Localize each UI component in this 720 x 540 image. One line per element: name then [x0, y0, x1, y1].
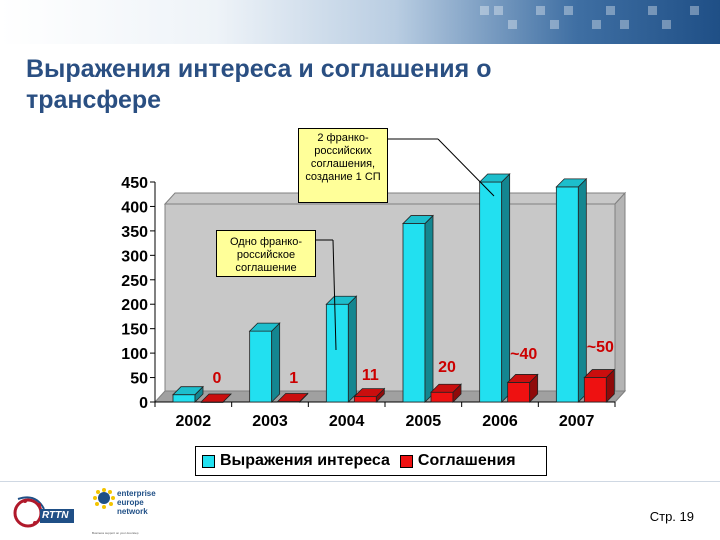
x-tick-label: 2003 [252, 413, 288, 430]
y-tick-label: 300 [121, 248, 148, 265]
bar-agreements [506, 373, 539, 403]
data-label-agreements: 20 [438, 359, 456, 376]
y-tick-label: 350 [121, 224, 148, 241]
callout-middle-leader [332, 239, 337, 351]
rttn-logo: RTTN [10, 487, 78, 535]
callout-top-leader [437, 138, 495, 197]
een-logo-line3: network [117, 507, 148, 516]
callout-top: 2 франко-российских соглашения, создание… [298, 128, 388, 203]
x-tick-label: 2004 [329, 413, 365, 430]
een-logo: enterprise europe network Business suppo… [92, 486, 158, 538]
page-number: Стр. 19 [649, 509, 694, 524]
header-band [0, 0, 720, 44]
een-logo-line1: enterprise [117, 489, 156, 498]
y-tick-label: 100 [121, 346, 148, 363]
y-tick-label: 50 [130, 371, 148, 388]
data-label-agreements: 0 [213, 370, 222, 387]
bar-interest [555, 177, 588, 403]
een-logo-line2: europe [117, 498, 144, 507]
bar-agreements [200, 393, 232, 403]
bar-agreements [583, 368, 616, 403]
een-logo-tagline: Business support on your doorstep [92, 531, 139, 535]
bar-agreements [353, 387, 386, 403]
bar-agreements [430, 383, 462, 403]
x-tick-label: 2006 [482, 413, 518, 430]
x-tick-label: 2007 [559, 413, 595, 430]
x-tick-label: 2005 [406, 413, 442, 430]
y-tick-label: 150 [121, 322, 148, 339]
legend-label-interest: Выражения интереса [220, 452, 390, 469]
bar-interest [402, 214, 434, 403]
bar-interest [478, 173, 511, 403]
bar-interest [248, 322, 281, 403]
y-tick-label: 200 [121, 297, 148, 314]
legend-label-agreements: Соглашения [417, 452, 516, 469]
callout-middle: Одно франко-российское соглашение [216, 230, 316, 277]
legend: Выражения интереса Соглашения [195, 446, 547, 476]
legend-swatch-interest [202, 454, 215, 468]
bar-interest [325, 295, 358, 403]
plot-wall-side [614, 191, 626, 404]
rttn-logo-text: RTTN [42, 510, 69, 521]
y-tick-label: 250 [121, 273, 148, 290]
data-label-agreements: ~40 [510, 346, 537, 363]
y-tick-label: 0 [139, 395, 148, 412]
page-title: Выражения интереса и соглашения о трансф… [26, 55, 492, 114]
data-label-agreements: ~50 [587, 339, 614, 356]
data-label-agreements: 1 [289, 370, 298, 387]
legend-swatch-agreements [399, 454, 413, 468]
header-decoration [480, 6, 699, 29]
x-tick-label: 2002 [176, 413, 212, 430]
y-tick-label: 450 [121, 175, 148, 192]
data-label-agreements: 11 [362, 367, 379, 384]
bar-agreements [276, 392, 309, 403]
footer-divider [0, 481, 720, 482]
bar-interest [172, 385, 204, 403]
y-tick-label: 400 [121, 199, 148, 216]
